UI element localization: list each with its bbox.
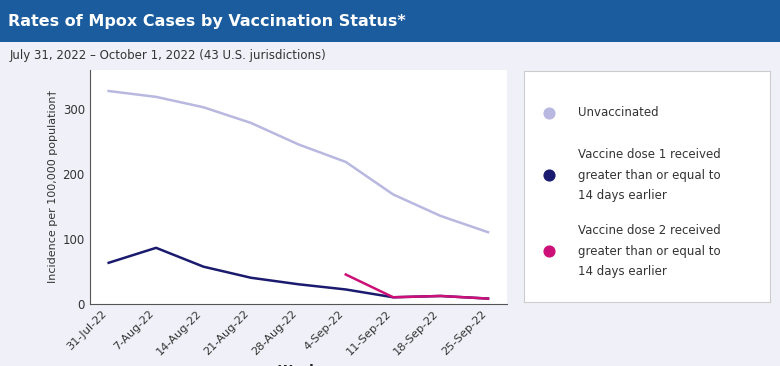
Text: Unvaccinated: Unvaccinated [578, 107, 659, 119]
Text: Vaccine dose 2 received: Vaccine dose 2 received [578, 224, 721, 237]
Text: 14 days earlier: 14 days earlier [578, 189, 667, 202]
Text: July 31, 2022 – October 1, 2022 (43 U.S. jurisdictions): July 31, 2022 – October 1, 2022 (43 U.S.… [9, 49, 326, 63]
Point [543, 110, 555, 116]
Text: Rates of Mpox Cases by Vaccination Status*: Rates of Mpox Cases by Vaccination Statu… [8, 14, 406, 29]
Y-axis label: Incidence per 100,000 population†: Incidence per 100,000 population† [48, 90, 58, 283]
Text: Vaccine dose 1 received: Vaccine dose 1 received [578, 148, 721, 161]
Point [543, 172, 555, 178]
Text: 14 days earlier: 14 days earlier [578, 265, 667, 279]
Point [543, 248, 555, 254]
X-axis label: Week: Week [278, 364, 319, 366]
Text: greater than or equal to: greater than or equal to [578, 169, 721, 182]
Text: greater than or equal to: greater than or equal to [578, 245, 721, 258]
